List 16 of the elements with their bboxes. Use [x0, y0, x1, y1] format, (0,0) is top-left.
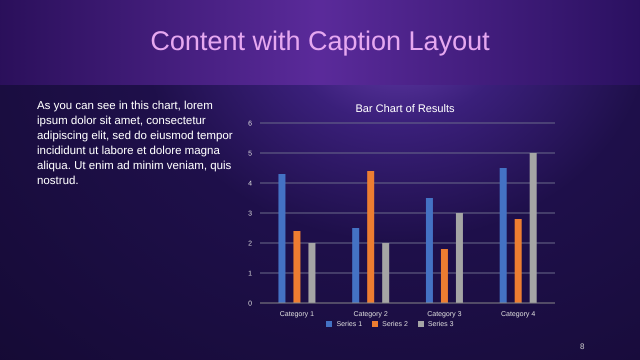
chart-title: Bar Chart of Results: [354, 103, 456, 115]
bar: [440, 249, 448, 303]
bar: [278, 174, 286, 303]
bar: [456, 213, 463, 303]
bar: [308, 243, 316, 303]
bar: [293, 231, 300, 303]
bar: [426, 198, 433, 303]
bar: [500, 168, 507, 303]
bar: [367, 171, 374, 303]
bar: [530, 153, 537, 303]
text: As you can see in this chart, lorem ipsum dolor sit amet, consectetur adipiscing elit, sed do eiusmod tempor incididunt ut labore et dolore magna aliqua. Ut enim ad minim veniam, quis nostrud.: [37, 99, 234, 189]
text: Content with Caption Layout: [149, 26, 491, 57]
bar: [352, 228, 360, 303]
bar: [382, 243, 390, 303]
bar: [514, 219, 522, 303]
text: 8: [580, 342, 584, 351]
